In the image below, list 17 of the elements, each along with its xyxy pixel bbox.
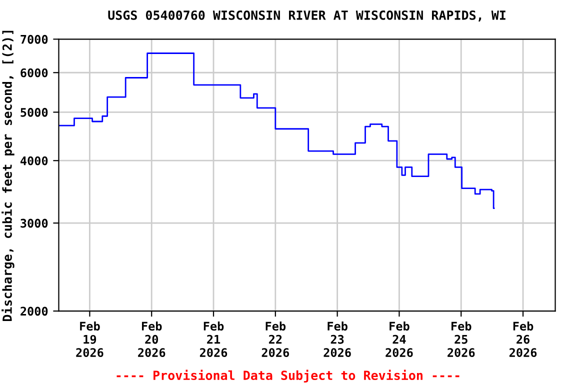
x-tick-label: Feb 19 2026 (76, 321, 104, 358)
x-tick-label: Feb 25 2026 (448, 321, 475, 358)
x-tick-label: Feb 22 2026 (262, 321, 289, 358)
text: ---- Provisional Data Subject to Revision ---- (116, 370, 460, 382)
y-tick-label: 6000 (20, 68, 48, 78)
y-tick-label: 4000 (20, 156, 48, 166)
x-tick-label: Feb 23 2026 (324, 321, 351, 358)
x-tick-label: Feb 26 2026 (509, 321, 537, 358)
x-tick-label: Feb 21 2026 (200, 321, 228, 358)
y-tick-label: 3000 (20, 218, 48, 228)
chart-title: USGS 05400760 WISCONSIN RIVER AT WISCONSIN RAPIDS, WI (108, 10, 506, 22)
y-tick-label: 7000 (20, 34, 48, 44)
y-axis-title: Discharge, cubic feet per second, [(2)] (2, 30, 14, 322)
x-tick-label: Feb 24 2026 (386, 321, 413, 358)
x-tick-label: Feb 20 2026 (138, 321, 166, 358)
y-tick-label: 2000 (20, 306, 48, 316)
y-tick-label: 5000 (20, 108, 48, 117)
